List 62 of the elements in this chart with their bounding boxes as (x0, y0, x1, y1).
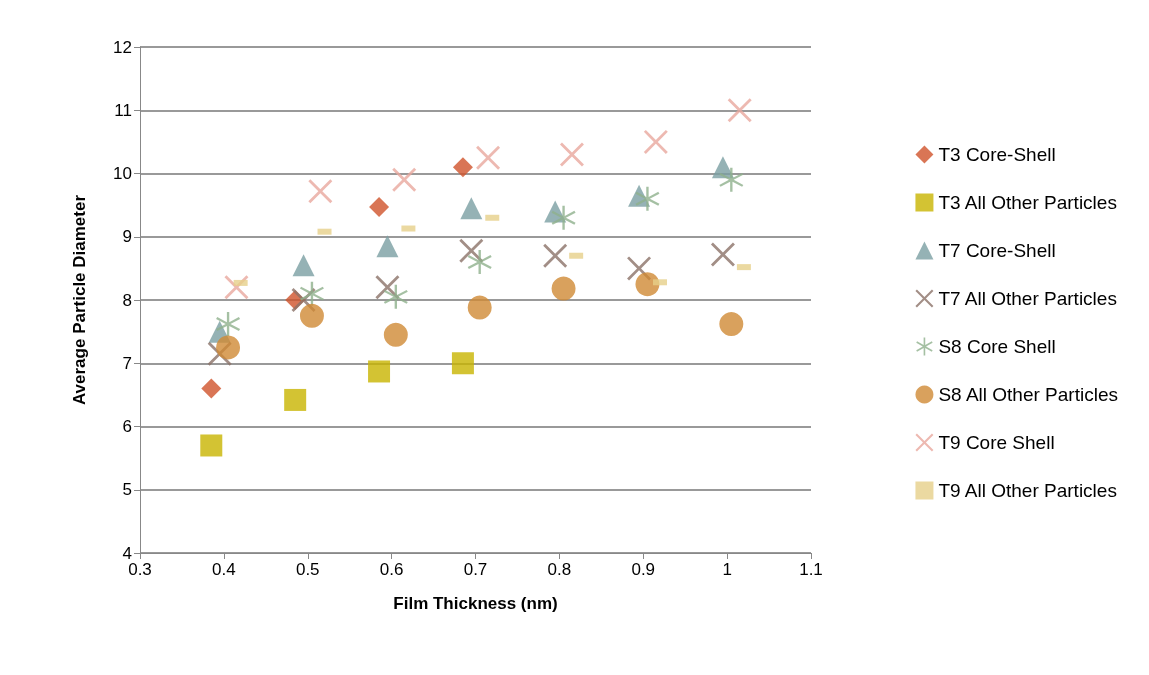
point (551, 205, 576, 230)
y-tick-label: 11 (114, 100, 132, 120)
x-tick-label: 0.8 (547, 560, 572, 579)
x-tick-label: 1.1 (799, 560, 823, 579)
x-tick-label: 0.3 (128, 560, 152, 579)
point (559, 142, 584, 167)
y-tick-label: 12 (113, 37, 132, 57)
point (376, 235, 399, 258)
point (727, 98, 752, 123)
y-axis-title: Average Particle Diameter (70, 194, 89, 406)
legend-label: T9 All Other Particles (938, 480, 1117, 501)
y-tick-label: 5 (122, 480, 132, 500)
point (467, 295, 492, 320)
point (710, 242, 735, 267)
point (201, 378, 222, 399)
point (460, 197, 483, 220)
point (543, 243, 568, 268)
point (459, 238, 484, 263)
x-tick-label: 1 (722, 560, 732, 579)
point (375, 275, 400, 300)
point (452, 157, 473, 178)
point (284, 388, 307, 411)
point (383, 322, 408, 347)
point (392, 167, 417, 192)
y-tick-label: 10 (113, 164, 132, 183)
y-tick-label: 8 (122, 290, 132, 310)
y-tick-label: 7 (122, 353, 132, 373)
x-tick-label: 0.4 (212, 560, 236, 579)
point (383, 284, 408, 309)
legend-label: T9 Core Shell (938, 432, 1055, 453)
point (292, 254, 315, 277)
point (299, 281, 324, 306)
legend-label: T3 Core-Shell (938, 144, 1056, 165)
x-axis-title: Film Thickness (nm) (393, 594, 558, 613)
point (635, 186, 660, 211)
legend-label: T3 All Other Particles (938, 192, 1117, 213)
x-tick-label: 0.5 (295, 560, 320, 579)
point (308, 179, 333, 204)
point (369, 197, 390, 218)
y-tick-label: 6 (122, 417, 132, 436)
x-tick-label: 0.9 (631, 560, 656, 579)
x-tick-label: 0.7 (463, 560, 488, 579)
point (216, 335, 241, 360)
point (719, 312, 744, 337)
y-tick-label: 9 (122, 227, 132, 247)
point (200, 434, 223, 457)
legend-label: T7 Core-Shell (938, 240, 1056, 261)
point (719, 167, 744, 192)
point (643, 129, 668, 154)
legend-label: S8 All Other Particles (938, 384, 1118, 405)
y-tick-label: 4 (122, 543, 132, 563)
legend-label: S8 Core Shell (938, 336, 1056, 357)
legend-label: T7 All Other Particles (938, 288, 1117, 309)
x-tick-label: 0.6 (379, 560, 404, 579)
point (299, 303, 324, 328)
point (451, 352, 474, 375)
point (368, 360, 391, 383)
point (635, 272, 660, 297)
point (476, 145, 501, 170)
point (216, 312, 241, 337)
point (467, 250, 492, 275)
point (551, 276, 576, 301)
